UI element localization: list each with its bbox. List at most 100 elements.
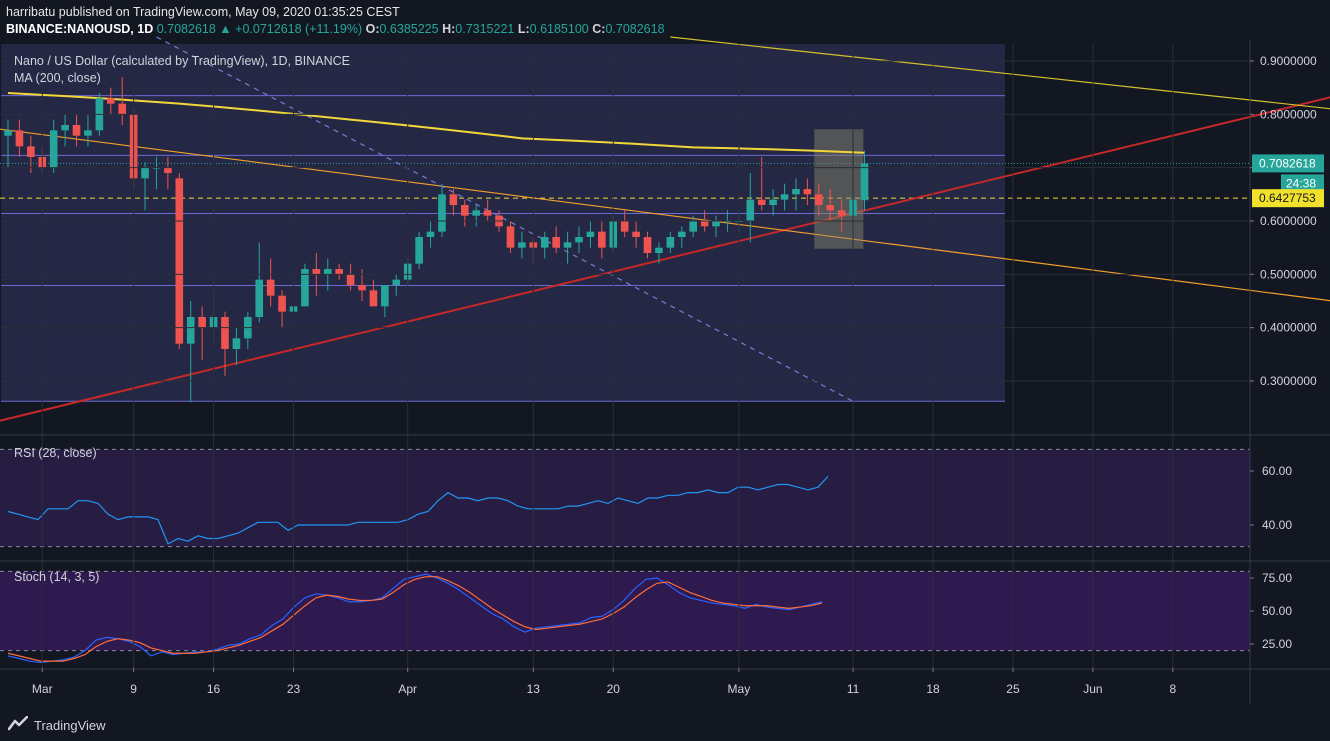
candle-body[interactable] (266, 279, 275, 296)
low-label: L: (517, 22, 530, 36)
time-tick-label: Jun (1083, 682, 1102, 696)
candle-body[interactable] (175, 178, 184, 344)
last-price-badge-text: 0.7082618 (1259, 156, 1316, 170)
rsi-tick-label: 60.00 (1262, 464, 1292, 478)
candle-body[interactable] (335, 269, 343, 275)
trend-line-dashed[interactable] (156, 36, 854, 402)
trend-line-yellow[interactable] (670, 36, 1330, 110)
candle-body[interactable] (860, 163, 869, 201)
price-tick-label: 0.3000000 (1260, 374, 1317, 388)
candle-body[interactable] (426, 231, 435, 237)
candle-body[interactable] (449, 194, 458, 205)
candle-body[interactable] (757, 199, 766, 205)
candle-body[interactable] (712, 221, 720, 227)
highlight-rect[interactable] (814, 129, 864, 249)
symbol-name[interactable]: BINANCE:NANOUSD, 1D (6, 22, 154, 36)
candle-body[interactable] (563, 242, 572, 248)
candle-body[interactable] (4, 130, 12, 136)
symbol-line: BINANCE:NANOUSD, 1D 0.7082618 ▲ +0.07126… (6, 22, 665, 36)
time-tick-label: Apr (398, 682, 417, 696)
candle-body[interactable] (312, 269, 321, 275)
candle-body[interactable] (186, 317, 195, 344)
candle-body[interactable] (346, 274, 355, 285)
candle-body[interactable] (84, 130, 92, 136)
candle-body[interactable] (677, 231, 686, 237)
close-label: C: (592, 22, 606, 36)
time-tick-label: 20 (607, 682, 621, 696)
candle-body[interactable] (780, 194, 789, 200)
candle-body[interactable] (803, 189, 812, 195)
trend-line-orange[interactable] (0, 128, 1330, 302)
ma200-line[interactable] (7, 92, 865, 154)
candle-body[interactable] (106, 98, 115, 104)
candle-body[interactable] (141, 167, 149, 179)
candle-body[interactable] (518, 242, 526, 248)
candle-body[interactable] (575, 237, 583, 243)
candle-body[interactable] (769, 199, 777, 205)
candle-body[interactable] (27, 146, 35, 157)
stoch-band-fill (0, 571, 1250, 651)
candle-body[interactable] (815, 194, 823, 205)
candle-body[interactable] (164, 167, 172, 173)
footer: TradingView (0, 704, 1330, 741)
candle-body[interactable] (323, 269, 332, 275)
candle-body[interactable] (472, 210, 481, 216)
candle-body[interactable] (746, 199, 755, 221)
stoch-pane[interactable] (0, 570, 1250, 664)
candle-body[interactable] (232, 338, 241, 349)
candle-body[interactable] (438, 194, 446, 232)
tradingview-logo-icon[interactable] (8, 716, 28, 732)
time-tick-label: May (728, 682, 751, 696)
time-tick-label: 9 (130, 682, 137, 696)
candle-body[interactable] (826, 205, 835, 211)
candle-body[interactable] (118, 103, 126, 115)
candle-body[interactable] (689, 221, 697, 232)
rsi-line[interactable] (7, 475, 829, 545)
candle-body[interactable] (15, 130, 24, 147)
trend-line-red[interactable] (0, 96, 1330, 422)
stoch-k-line[interactable] (7, 573, 823, 664)
candle-body[interactable] (198, 317, 206, 328)
candle-body[interactable] (586, 231, 595, 237)
candle-body[interactable] (415, 237, 423, 264)
stoch-tick-label: 50.00 (1262, 604, 1292, 618)
candle-body[interactable] (483, 210, 492, 216)
stoch-d-line[interactable] (7, 576, 823, 662)
rsi-band-fill (0, 449, 1250, 547)
candle-body[interactable] (369, 290, 378, 307)
candle-body[interactable] (381, 285, 389, 307)
candle-body[interactable] (620, 221, 629, 232)
candle-body[interactable] (461, 205, 469, 216)
rsi-pane[interactable] (0, 448, 1250, 548)
tradingview-brand[interactable]: TradingView (34, 718, 106, 733)
candle-body[interactable] (221, 317, 229, 349)
candle-body[interactable] (301, 269, 309, 307)
high-value: 0.7315221 (455, 22, 515, 36)
candle-body[interactable] (643, 237, 652, 253)
candle-body[interactable] (632, 231, 640, 237)
candle-body[interactable] (358, 285, 366, 291)
candle-body[interactable] (72, 125, 81, 136)
time-tick-label: 11 (847, 682, 860, 696)
candle-body[interactable] (540, 237, 549, 248)
candle-body[interactable] (255, 279, 264, 317)
candle-body[interactable] (655, 247, 663, 253)
price-pane[interactable] (0, 36, 1330, 422)
candle-body[interactable] (392, 279, 401, 285)
time-tick-label: 16 (207, 682, 221, 696)
candle-body[interactable] (792, 189, 800, 195)
candle-body[interactable] (506, 226, 515, 248)
price-tick-label: 0.9000000 (1260, 54, 1317, 68)
candle-body[interactable] (61, 125, 69, 131)
candle-body[interactable] (837, 210, 846, 216)
hline-price-badge (1252, 189, 1324, 208)
time-tick-label: 13 (527, 682, 541, 696)
candle-body[interactable] (552, 237, 560, 248)
candle-body[interactable] (700, 221, 709, 227)
countdown-badge (1281, 174, 1324, 192)
candle-body[interactable] (666, 237, 675, 248)
candle-body[interactable] (49, 130, 58, 168)
candle-body[interactable] (278, 295, 286, 312)
candle-body[interactable] (598, 231, 606, 248)
